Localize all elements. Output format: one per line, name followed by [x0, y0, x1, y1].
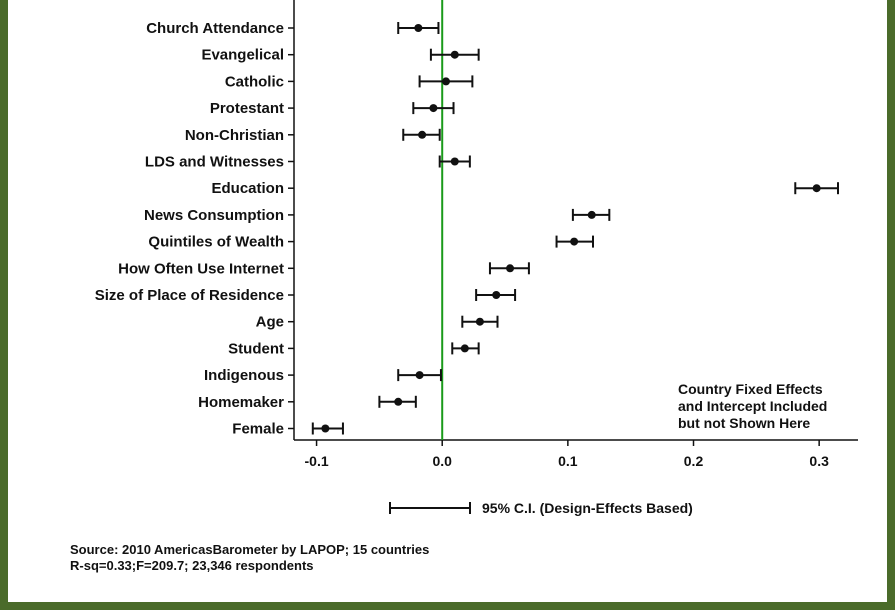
source-line-1: Source: 2010 AmericasBarometer by LAPOP;… — [70, 542, 429, 557]
category-label: Protestant — [210, 100, 284, 117]
point-estimate — [429, 104, 438, 113]
category-label: News Consumption — [144, 207, 284, 224]
point-estimate — [587, 210, 596, 219]
point-estimate — [441, 77, 450, 86]
point-estimate — [812, 184, 821, 193]
category-label: Non-Christian — [185, 127, 284, 144]
legend-label: 95% C.I. (Design-Effects Based) — [482, 500, 693, 516]
point-estimate — [475, 317, 484, 326]
category-label: Catholic — [225, 73, 284, 90]
x-tick-label: -0.1 — [305, 453, 329, 469]
point-estimate — [450, 50, 459, 59]
point-estimate — [418, 130, 427, 139]
point-estimate — [492, 291, 501, 299]
coefficient-plot: -0.1 0.0 0.1 0.2 0.3 Church Attendance Evange… — [70, 0, 858, 573]
legend: 95% C.I. (Design-Effects Based) — [389, 500, 693, 516]
annotation-line-2: and Intercept Included — [678, 398, 827, 414]
category-label: Age — [256, 314, 284, 331]
category-label: Quintiles of Wealth — [148, 234, 284, 251]
annotation-line-3: but not Shown Here — [678, 415, 810, 431]
category-label: How Often Use Internet — [118, 260, 284, 277]
source-line-2: R-sq=0.33;F=209.7; 23,346 respondents — [70, 558, 314, 573]
category-label: Education — [211, 180, 284, 197]
point-estimate — [460, 344, 469, 353]
point-estimate — [414, 24, 423, 32]
point-estimate — [415, 371, 424, 380]
point-estimate — [394, 397, 403, 406]
category-label: Female — [232, 421, 284, 438]
x-tick-label: 0.3 — [809, 453, 829, 469]
category-label: Student — [228, 340, 284, 357]
category-label: Homemaker — [198, 394, 284, 411]
category-label: Evangelical — [201, 47, 284, 64]
point-estimate — [570, 237, 579, 246]
x-tick-label: 0.1 — [558, 453, 578, 469]
category-label: Indigenous — [204, 367, 284, 384]
category-label: LDS and Witnesses — [145, 154, 284, 171]
point-estimate — [450, 157, 459, 166]
point-estimate — [506, 264, 515, 273]
chart-panel: -0.1 0.0 0.1 0.2 0.3 Church Attendance Evange… — [8, 0, 887, 602]
point-estimate — [321, 424, 330, 433]
category-label: Size of Place of Residence — [95, 287, 284, 304]
category-label: Church Attendance — [146, 20, 284, 37]
annotation-line-1: Country Fixed Effects — [678, 381, 823, 397]
x-tick-label: 0.2 — [684, 453, 704, 469]
x-tick-label: 0.0 — [432, 453, 452, 469]
